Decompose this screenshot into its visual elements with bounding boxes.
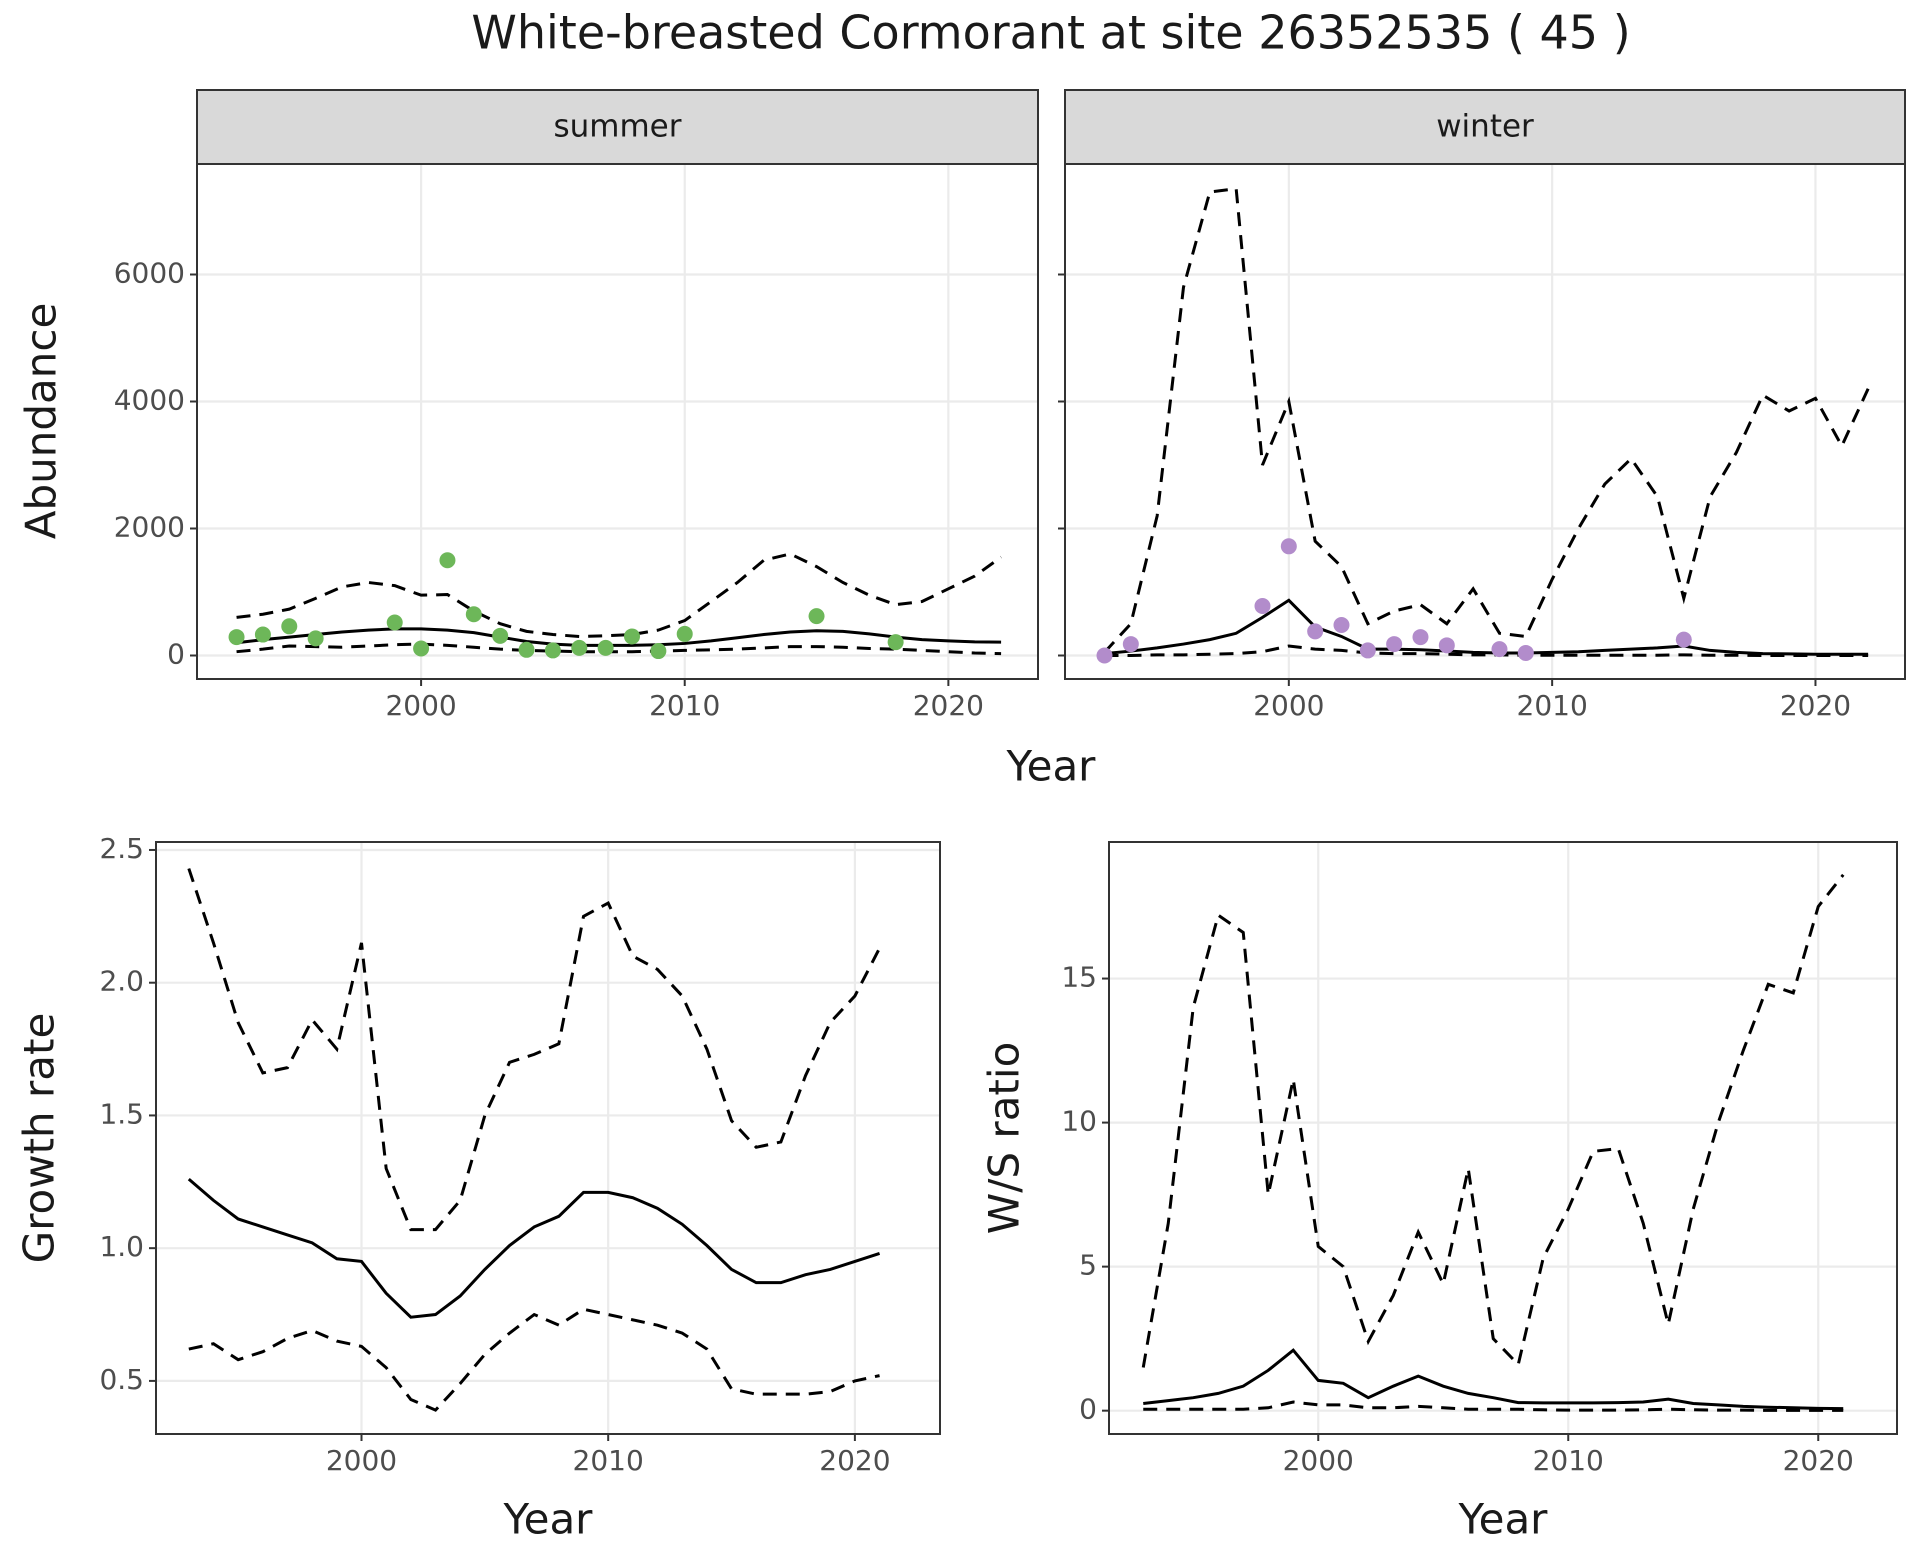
x-tick-label: 2010 <box>1533 1444 1604 1477</box>
data-point <box>386 614 403 631</box>
data-point <box>1280 538 1297 555</box>
data-point <box>1307 623 1324 640</box>
x-tick-label: 2000 <box>326 1444 397 1477</box>
strip-label: summer <box>553 109 681 145</box>
x-tick-label: 2010 <box>573 1444 644 1477</box>
strip <box>196 89 1039 165</box>
x-axis-title: Year <box>1458 1495 1549 1544</box>
data-point <box>650 643 667 660</box>
series-line <box>1104 644 1869 657</box>
data-point <box>1386 636 1403 653</box>
series-line <box>188 1307 880 1412</box>
data-point <box>1122 636 1139 653</box>
x-tick-label: 2020 <box>913 689 984 722</box>
plot-area <box>1096 187 1870 664</box>
data-point <box>439 552 456 569</box>
data-point <box>1359 642 1376 659</box>
y-tick-label: 6000 <box>114 256 185 289</box>
plot-area <box>187 868 881 1412</box>
data-point <box>254 626 271 643</box>
y-tick-label: 5 <box>1079 1249 1097 1282</box>
panel-background <box>156 842 940 1434</box>
series-line <box>1103 187 1870 654</box>
data-point <box>1675 631 1692 648</box>
y-tick-label: 4000 <box>114 383 185 416</box>
series-line <box>236 552 1002 638</box>
figure-title: White-breasted Cormorant at site 2635253… <box>471 6 1630 60</box>
data-point <box>624 628 640 645</box>
y-tick-label: 0.5 <box>99 1363 144 1396</box>
y-axis-title: Growth rate <box>15 1013 64 1264</box>
x-tick-label: 2020 <box>819 1444 890 1477</box>
series-line <box>1143 1348 1844 1411</box>
y-axis-title: W/S ratio <box>980 1042 1029 1235</box>
y-tick-label: 1.5 <box>99 1097 144 1130</box>
data-point <box>676 625 693 642</box>
x-tick-label: 2000 <box>385 689 456 722</box>
x-axis-title: Year <box>503 1495 594 1544</box>
y-tick-label: 1.0 <box>99 1230 144 1263</box>
x-tick-label: 2000 <box>1283 1444 1354 1477</box>
panel-background <box>1065 164 1905 679</box>
y-tick-label: 2000 <box>114 511 185 544</box>
x-tick-label: 2020 <box>1780 689 1851 722</box>
strip-label: winter <box>1436 109 1534 145</box>
y-tick-label: 2.5 <box>99 832 144 865</box>
series-line <box>187 1178 881 1319</box>
data-point <box>808 608 825 625</box>
panel-border <box>1108 841 1898 1435</box>
series-line <box>1104 598 1869 656</box>
series-line <box>236 642 1002 656</box>
data-point <box>1517 644 1534 661</box>
x-tick-label: 2000 <box>1253 689 1324 722</box>
data-point <box>887 634 904 651</box>
data-point <box>1491 641 1508 658</box>
y-tick-label: 0 <box>1079 1393 1097 1426</box>
panel-border <box>155 841 941 1435</box>
series-line <box>236 627 1002 647</box>
panel-background <box>197 164 1038 679</box>
x-tick-label: 2010 <box>649 689 720 722</box>
panel-background <box>1109 842 1897 1434</box>
series-line <box>1141 873 1845 1368</box>
series-line <box>1143 1400 1844 1412</box>
data-point <box>597 639 614 656</box>
data-point <box>465 606 482 623</box>
series-line <box>187 868 881 1232</box>
data-point <box>1254 597 1271 614</box>
data-point <box>492 627 509 644</box>
y-axis-title: Abundance <box>17 303 66 540</box>
strip <box>1064 89 1906 165</box>
y-tick-label: 2.0 <box>99 965 144 998</box>
data-point <box>1333 617 1350 634</box>
data-point <box>228 629 245 646</box>
data-point <box>281 618 298 635</box>
data-point <box>571 639 588 656</box>
y-tick-label: 10 <box>1061 1105 1097 1138</box>
data-point <box>1412 629 1429 646</box>
x-tick-label: 2010 <box>1517 689 1588 722</box>
y-tick-label: 0 <box>167 638 185 671</box>
data-point <box>518 641 535 658</box>
x-axis-title: Year <box>1006 742 1097 791</box>
data-point <box>1438 637 1455 654</box>
plot-area <box>1141 873 1845 1412</box>
data-point <box>307 630 324 647</box>
data-point <box>544 642 561 659</box>
data-point <box>1096 647 1113 664</box>
x-tick-label: 2020 <box>1783 1444 1854 1477</box>
data-point <box>413 640 430 657</box>
plot-area <box>228 552 1002 660</box>
y-tick-label: 15 <box>1061 961 1097 994</box>
